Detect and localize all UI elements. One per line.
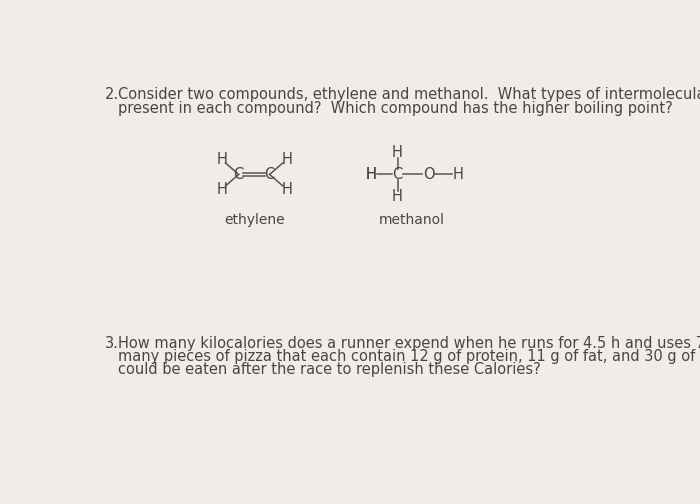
Text: many pieces of pizza that each contain 12 g of protein, 11 g of fat, and 30 g of: many pieces of pizza that each contain 1… [118, 349, 700, 364]
Text: 3.: 3. [104, 336, 118, 351]
Text: Consider two compounds, ethylene and methanol.  What types of intermolecular for: Consider two compounds, ethylene and met… [118, 87, 700, 102]
Text: H: H [281, 152, 292, 166]
Text: could be eaten after the race to replenish these Calories?: could be eaten after the race to repleni… [118, 362, 541, 377]
Text: C: C [265, 167, 274, 182]
Text: How many kilocalories does a runner expend when he runs for 4.5 h and uses 710 C: How many kilocalories does a runner expe… [118, 336, 700, 351]
Text: H: H [365, 167, 377, 182]
Text: ethylene: ethylene [224, 213, 284, 227]
Text: H: H [392, 145, 403, 160]
Text: H: H [392, 190, 403, 204]
Text: 2.: 2. [104, 87, 119, 102]
Text: C: C [234, 167, 244, 182]
Text: methanol: methanol [379, 213, 444, 227]
Text: present in each compound?  Which compound has the higher boiling point?: present in each compound? Which compound… [118, 100, 673, 115]
Text: H: H [216, 182, 227, 198]
Text: C: C [393, 167, 402, 182]
Text: H: H [281, 182, 292, 198]
Text: H: H [365, 167, 377, 182]
Text: O: O [423, 167, 434, 182]
Text: H: H [216, 152, 227, 166]
Text: H: H [452, 167, 463, 182]
